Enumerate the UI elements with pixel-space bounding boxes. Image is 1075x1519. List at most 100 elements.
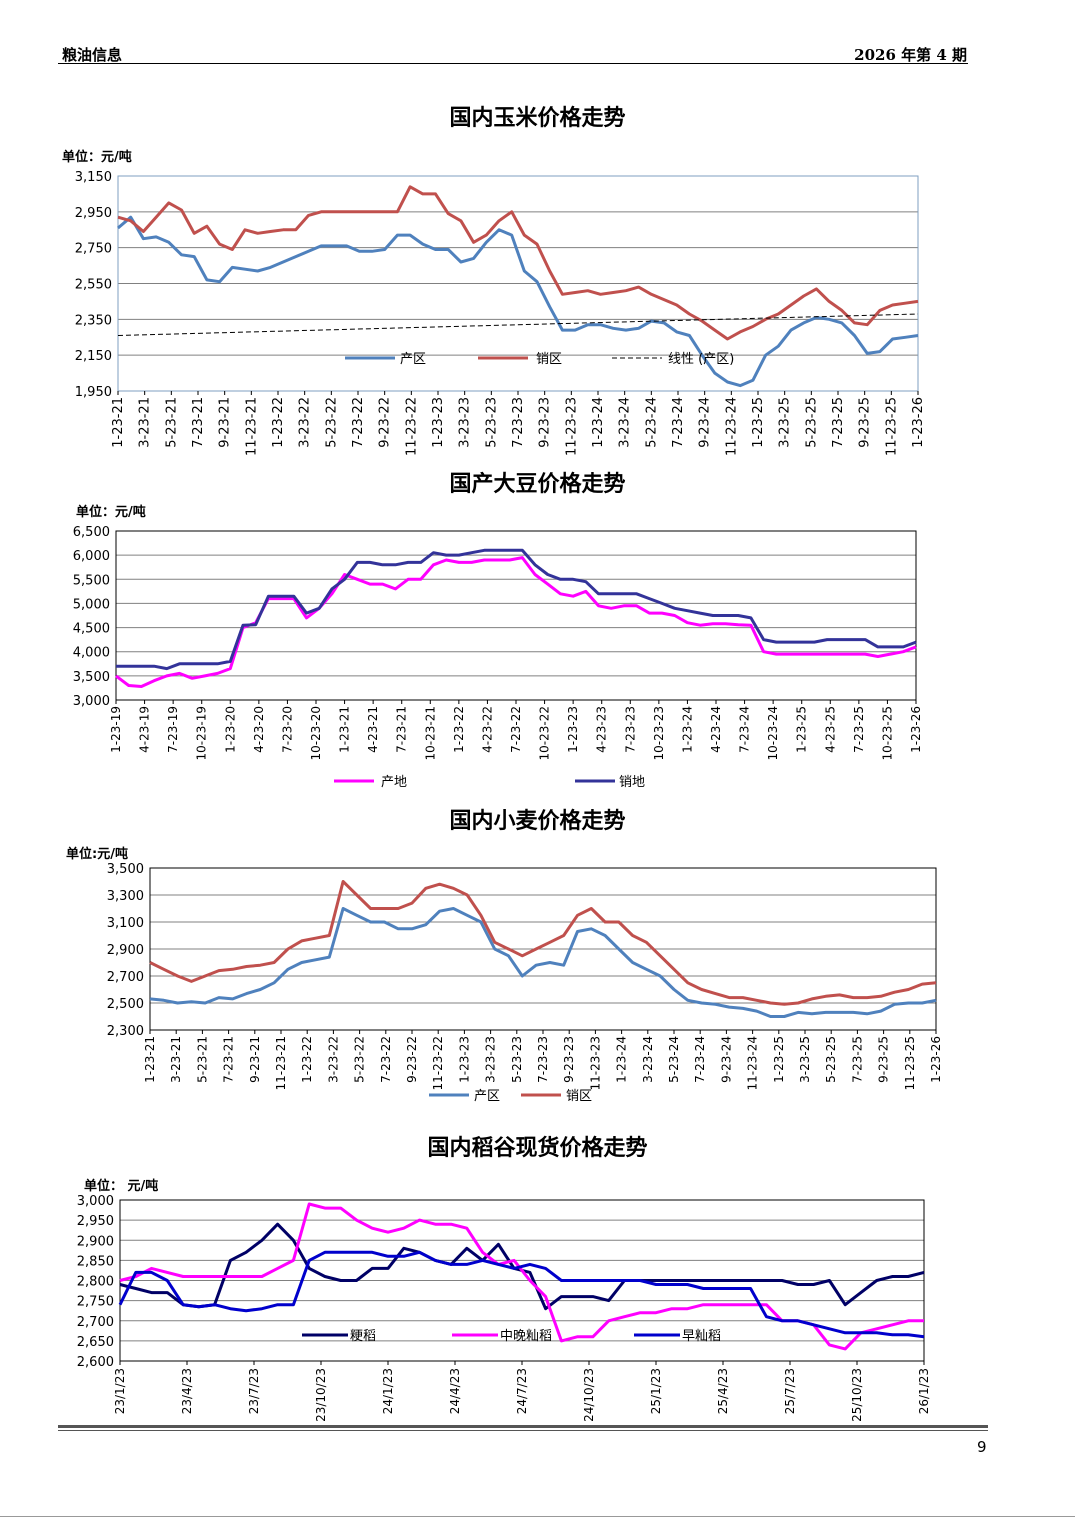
x-tick-label: 1-23-19: [109, 706, 123, 753]
x-tick-label: 3-23-24: [618, 397, 633, 448]
x-tick-label: 7-23-20: [280, 706, 294, 753]
y-unit-label: 单位： 元/吨: [84, 1178, 158, 1194]
x-tick-label: 24/7/23: [515, 1368, 529, 1414]
x-tick-label: 23/4/23: [180, 1368, 194, 1414]
x-tick-label: 7-23-22: [509, 706, 523, 753]
issue-label: 2026 年第 4 期: [854, 46, 967, 64]
y-tick-label: 3,100: [107, 916, 144, 931]
footer-rule-thin: [58, 1430, 988, 1431]
soybean-price-chart: 单位：元/吨 6,500 6,000 5,500 5,000 4,500 4,000 3,50…: [73, 504, 923, 790]
x-tick-label: 1-23-22: [452, 706, 466, 753]
y-tick-label: 2,900: [77, 1234, 114, 1249]
y-tick-label: 2,850: [77, 1254, 114, 1269]
x-tick-label: 3-23-24: [641, 1036, 655, 1083]
x-tick-label: 4-23-20: [252, 706, 266, 753]
wheat-price-chart: 单位:元/吨3,500 3,300 3,100 2,900 2,700 2,500 2,30…: [66, 846, 943, 1104]
series-line-1: [119, 1202, 924, 1351]
x-tick-label: 7-23-25: [850, 1036, 864, 1083]
x-tick-label: 1-23-25: [772, 1036, 786, 1083]
x-tick-label: 7-23-21: [395, 706, 409, 753]
x-tick-label: 24/10/23: [582, 1368, 596, 1422]
y-tick-label: 6,000: [73, 549, 110, 564]
y-tick-label: 2,950: [77, 1214, 114, 1229]
y-tick-label: 2,350: [75, 313, 112, 328]
series-line-0: [117, 215, 919, 388]
legend-label-1: 销地: [619, 775, 645, 790]
x-tick-label: 7-23-24: [671, 397, 686, 448]
x-tick-label: 25/7/23: [783, 1368, 797, 1414]
y-tick-label: 2,600: [77, 1355, 114, 1370]
y-tick-label: 1,950: [75, 385, 112, 400]
y-unit-label: 单位:元/吨: [66, 846, 128, 862]
y-tick-label: 2,550: [75, 278, 112, 293]
plot-area-border: [115, 530, 917, 701]
rice-price-chart: 单位： 元/吨3,000 2,950 2,900 2,850 2,800 2,750 2,7…: [77, 1178, 931, 1422]
x-tick-label: 4-23-24: [709, 706, 723, 753]
corn-chart-title: 国内玉米价格走势: [449, 105, 626, 131]
y-unit-label: 单位：元/吨: [62, 149, 132, 165]
x-tick-label: 11-23-24: [724, 397, 739, 456]
series-line-0: [115, 556, 917, 688]
legend-label-1: 中晚籼稻: [500, 1329, 552, 1344]
x-tick-label: 9-23-22: [405, 1036, 419, 1083]
page-number: 9: [977, 1438, 987, 1456]
x-tick-label: 1-23-23: [566, 706, 580, 753]
page-bottom-edge: [0, 1516, 1075, 1517]
y-tick-label: 3,150: [75, 170, 112, 185]
x-tick-label: 11-23-23: [564, 397, 579, 456]
x-tick-label: 10-23-24: [766, 706, 780, 760]
x-tick-label: 24/4/23: [448, 1368, 462, 1414]
x-tick-label: 11-23-22: [431, 1036, 445, 1090]
y-tick-label: 3,300: [107, 889, 144, 904]
x-tick-label: 1-23-20: [223, 706, 237, 753]
legend-label-1: 销区: [536, 352, 562, 367]
legend-label-2: 线性 (产区): [668, 352, 734, 367]
x-tick-label: 5-23-22: [353, 1036, 367, 1083]
x-tick-label: 1-23-22: [271, 397, 286, 448]
x-tick-label: 7-23-19: [166, 706, 180, 753]
x-tick-label: 23/10/23: [314, 1368, 328, 1422]
x-tick-label: 9-23-25: [877, 1036, 891, 1083]
x-tick-label: 1-23-24: [680, 706, 694, 753]
x-tick-label: 10-23-23: [652, 706, 666, 760]
wheat-chart-title: 国内小麦价格走势: [449, 808, 626, 834]
x-tick-label: 5-23-23: [484, 397, 499, 448]
y-tick-label: 5,500: [73, 573, 110, 588]
legend-label-0: 产区: [474, 1089, 500, 1104]
x-tick-label: 1-23-22: [300, 1036, 314, 1083]
x-tick-label: 11-23-25: [884, 397, 899, 456]
x-tick-label: 23/1/23: [113, 1368, 127, 1414]
x-tick-label: 10-23-25: [880, 706, 894, 760]
legend-label-0: 产区: [400, 352, 426, 367]
y-tick-label: 2,500: [107, 997, 144, 1012]
x-tick-label: 9-23-23: [562, 1036, 576, 1083]
x-tick-label: 10-23-22: [538, 706, 552, 760]
legend-label-0: 产地: [381, 775, 407, 790]
y-unit-label: 单位：元/吨: [76, 504, 146, 520]
x-tick-label: 9-23-24: [698, 397, 713, 448]
x-tick-label: 1-23-26: [929, 1036, 943, 1083]
y-tick-label: 2,700: [107, 970, 144, 985]
y-tick-label: 3,000: [77, 1194, 114, 1209]
x-tick-label: 11-23-24: [746, 1036, 760, 1090]
x-tick-label: 4-23-21: [366, 706, 380, 753]
x-tick-label: 23/7/23: [247, 1368, 261, 1414]
x-tick-label: 7-23-25: [831, 397, 846, 448]
soybean-chart-title: 国产大豆价格走势: [449, 471, 626, 497]
x-tick-label: 4-23-23: [595, 706, 609, 753]
x-tick-label: 7-23-24: [738, 706, 752, 753]
header-rule: [58, 63, 968, 64]
legend-label-0: 粳稻: [350, 1329, 376, 1344]
x-tick-label: 11-23-22: [404, 397, 419, 456]
x-tick-label: 7-23-24: [693, 1036, 707, 1083]
x-tick-label: 3-23-21: [169, 1036, 183, 1083]
x-tick-label: 3-23-23: [484, 1036, 498, 1083]
x-tick-label: 9-23-21: [248, 1036, 262, 1083]
x-tick-label: 7-23-22: [379, 1036, 393, 1083]
x-tick-label: 3-23-23: [458, 397, 473, 448]
x-tick-label: 10-23-20: [309, 706, 323, 760]
x-tick-label: 1-23-26: [909, 706, 923, 753]
series-line-1: [117, 185, 919, 341]
x-tick-label: 3-23-25: [798, 1036, 812, 1083]
y-tick-label: 3,500: [73, 670, 110, 685]
